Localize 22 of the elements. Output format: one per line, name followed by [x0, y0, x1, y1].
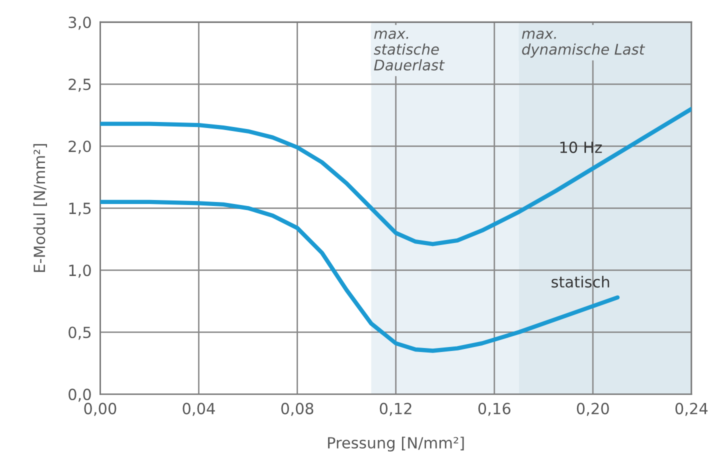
y-tick-label: 2,0 [68, 140, 91, 154]
y-tick-label: 1,0 [69, 264, 91, 278]
series-label: 10 Hz [560, 142, 602, 154]
y-tick-label: 0,0 [68, 388, 91, 402]
x-tick-label: 0,12 [380, 402, 412, 416]
x-tick-label: 0,20 [576, 402, 609, 416]
y-tick-label: 1,5 [69, 202, 91, 216]
band-label: max. dynamische Last [522, 30, 646, 58]
x-tick-label: 0,24 [675, 402, 708, 416]
y-tick-label: 0,5 [68, 326, 91, 340]
x-tick-label: 0,08 [281, 402, 314, 416]
y-tick-label: 3,0 [68, 16, 91, 30]
band-label: max. statische Dauerlast [374, 30, 445, 71]
x-tick-label: 0,00 [84, 402, 116, 416]
y-tick-label: 2,5 [68, 78, 91, 92]
line-series [100, 106, 692, 246]
x-axis-title: Pressung [N/mm²] [328, 436, 464, 452]
x-tick-label: 0,16 [478, 402, 510, 416]
series-label: statisch [552, 276, 610, 288]
y-axis-title: E-Modul [N/mm²] [33, 144, 47, 272]
x-tick-label: 0,04 [182, 402, 215, 416]
line-series [100, 200, 620, 353]
